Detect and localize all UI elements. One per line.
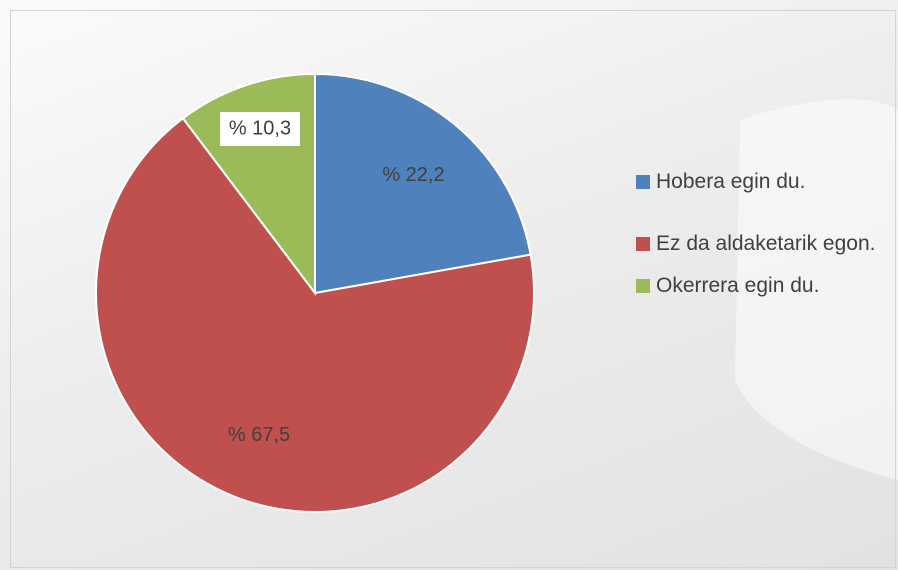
pie-slice xyxy=(314,72,532,295)
legend-label: Okerrera egin du. xyxy=(656,274,820,297)
legend-swatch xyxy=(636,175,650,189)
legend-label: Hobera egin du. xyxy=(656,170,806,193)
legend-label: Ez da aldaketarik egon. xyxy=(656,232,876,255)
chart-frame xyxy=(10,10,896,568)
legend-item: Ez da aldaketarik egon. xyxy=(636,228,898,260)
legend: Hobera egin du. Ez da aldaketarik egon. Ok… xyxy=(636,166,898,302)
legend-swatch xyxy=(636,279,650,293)
data-label: % 10,3 xyxy=(229,117,291,139)
legend-swatch xyxy=(636,237,650,251)
pie-slice xyxy=(95,116,535,513)
legend-item: Okerrera egin du. xyxy=(636,270,898,302)
label-box xyxy=(219,111,300,146)
data-label: % 22,2 xyxy=(382,164,444,186)
legend-item: Hobera egin du. xyxy=(636,166,898,198)
data-label: % 67,5 xyxy=(228,424,290,446)
